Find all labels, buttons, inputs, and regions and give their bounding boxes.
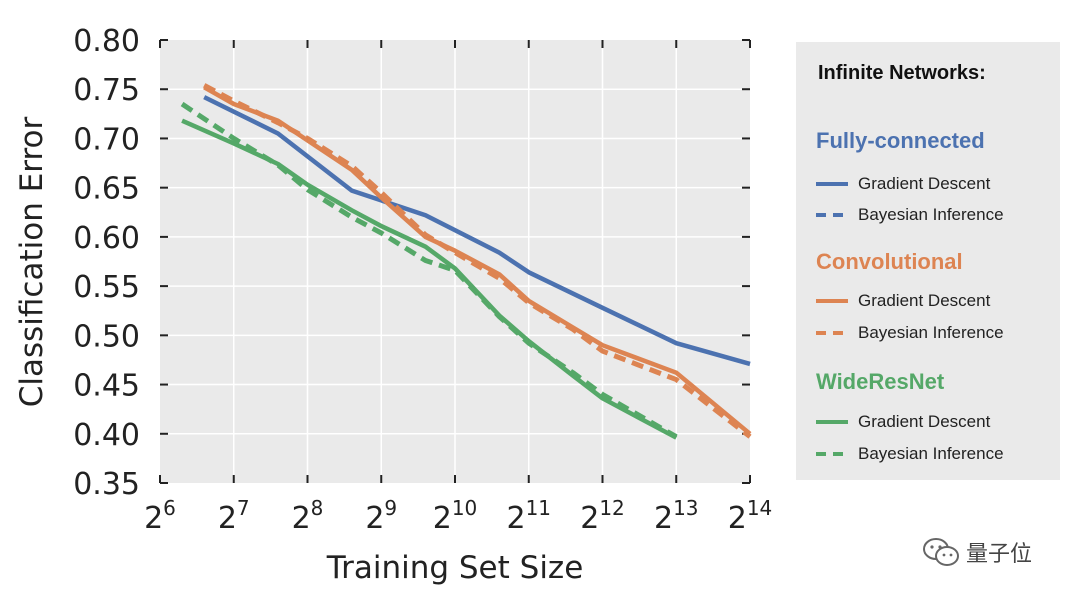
x-tick-label: 26 [144, 496, 176, 536]
series-layer [180, 83, 752, 440]
dashed-line-swatch [816, 213, 848, 217]
x-tick-base: 2 [728, 501, 747, 536]
y-tick-label: 0.75 [73, 73, 140, 108]
legend-entry-fc-gd: Gradient Descent [816, 173, 990, 195]
y-tick-label: 0.35 [73, 467, 140, 502]
solid-line-swatch [816, 420, 848, 424]
fully-connected-gradient-descent-line [203, 95, 751, 367]
x-tick-base: 2 [292, 501, 311, 536]
x-tick-base: 2 [654, 501, 673, 536]
y-tick-label: 0.70 [73, 122, 140, 157]
x-tick-exponent: 7 [237, 496, 250, 520]
legend-entry-label: Bayesian Inference [858, 205, 1004, 224]
x-tick-label: 28 [292, 496, 324, 536]
legend-entry-conv-bi: Bayesian Inference [816, 322, 1004, 344]
legend-entry-label: Gradient Descent [858, 291, 991, 310]
x-tick-label: 214 [728, 496, 773, 536]
x-tick-label: 29 [365, 496, 397, 536]
x-tick-exponent: 13 [673, 496, 698, 520]
grid [160, 40, 750, 483]
wideresnet-bayesian-inference-line [180, 101, 678, 439]
watermark-text: 量子位 [966, 542, 1033, 567]
x-axis-label: Training Set Size [326, 550, 584, 586]
x-tick-exponent: 10 [452, 496, 477, 520]
legend-group-label: Fully-connected [816, 128, 985, 153]
watermark: 量子位 [922, 536, 1032, 568]
y-tick-label: 0.65 [73, 172, 140, 207]
x-tick-exponent: 11 [526, 496, 551, 520]
legend-group-convolutional: Convolutional [816, 249, 963, 275]
legend: Infinite Networks: Fully-connected Gradi… [796, 42, 1060, 480]
wechat-icon [923, 538, 959, 566]
x-tick-base: 2 [506, 501, 525, 536]
legend-group-label: WideResNet [816, 369, 945, 394]
y-tick-label: 0.60 [73, 221, 140, 256]
x-tick-exponent: 12 [599, 496, 624, 520]
x-tick-label: 210 [433, 496, 478, 536]
x-tick-base: 2 [580, 501, 599, 536]
y-tick-label: 0.45 [73, 369, 140, 404]
legend-entry-wrn-bi: Bayesian Inference [816, 443, 1004, 465]
x-tick-exponent: 8 [311, 496, 324, 520]
solid-line-swatch [816, 182, 848, 186]
y-axis-label: Classification Error [14, 116, 50, 407]
y-tick-label: 0.40 [73, 418, 140, 453]
legend-entry-label: Bayesian Inference [858, 323, 1004, 342]
legend-entry-wrn-gd: Gradient Descent [816, 411, 990, 433]
x-tick-base: 2 [218, 501, 237, 536]
axis-ticks: 26 27 28 29 210 211 212 213 2140.350.400.450.500… [73, 24, 772, 536]
legend-entry-label: Bayesian Inference [858, 444, 1004, 463]
legend-entry-fc-bi: Bayesian Inference [816, 204, 1004, 226]
solid-line-swatch [816, 299, 848, 303]
convolutional-bayesian-inference-line [203, 83, 752, 439]
legend-title: Infinite Networks: [818, 62, 986, 84]
x-tick-exponent: 9 [384, 496, 397, 520]
legend-group-label: Convolutional [816, 249, 963, 274]
legend-entry-label: Gradient Descent [858, 174, 991, 193]
x-tick-exponent: 6 [163, 496, 176, 520]
x-tick-base: 2 [365, 501, 384, 536]
x-tick-base: 2 [433, 501, 452, 536]
legend-entry-label: Gradient Descent [858, 412, 991, 431]
legend-entry-conv-gd: Gradient Descent [816, 290, 990, 312]
x-tick-label: 27 [218, 496, 250, 536]
x-tick-label: 212 [580, 496, 625, 536]
legend-group-fully-connected: Fully-connected [816, 128, 985, 154]
legend-group-wideresnet: WideResNet [816, 369, 944, 395]
x-tick-base: 2 [144, 501, 163, 536]
y-tick-label: 0.50 [73, 319, 140, 354]
dashed-line-swatch [816, 331, 848, 335]
x-tick-label: 213 [654, 496, 699, 536]
x-tick-label: 211 [506, 496, 551, 536]
y-tick-label: 0.80 [73, 24, 140, 59]
dashed-line-swatch [816, 452, 848, 456]
y-tick-label: 0.55 [73, 270, 140, 305]
x-tick-exponent: 14 [747, 496, 772, 520]
